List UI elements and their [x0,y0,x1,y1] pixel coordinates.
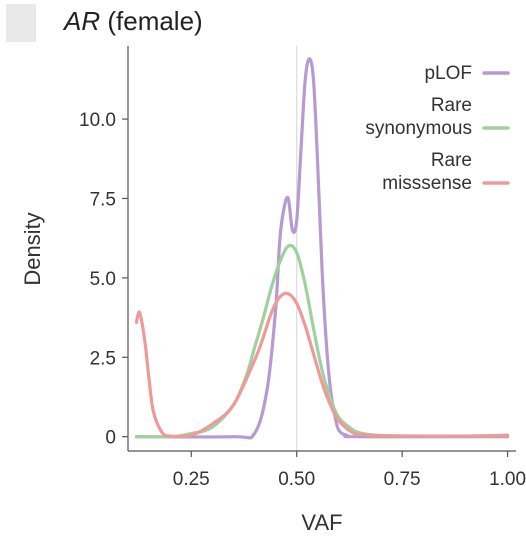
series-line-rare-misssense [134,291,510,439]
x-tick-label: 0.25 [173,469,210,490]
chart-title: AR (female) [64,6,203,37]
ticks-layer: 0.25 0.50 0.75 1.00 0 2.5 5.0 7.5 10.0 [79,110,526,490]
plot-frame-layer [127,46,516,452]
panel-marker [6,4,36,42]
y-tick-label: 10.0 [79,110,116,131]
series-layer [134,57,510,440]
x-tick-label: 0.75 [384,469,421,490]
x-axis-label: VAF [301,510,342,535]
y-tick-label: 0 [105,428,116,449]
legend-label-rare-synonymous: synonymous [365,118,472,139]
legend-label-rare-misssense: Rare [431,150,472,171]
x-tick-label: 1.00 [489,469,526,490]
y-tick-label: 2.5 [90,348,116,369]
chart-title-gene: AR [64,6,101,36]
y-tick-label: 5.0 [90,269,116,290]
legend-label-rare-synonymous: Rare [431,95,472,116]
x-tick-label: 0.50 [278,469,315,490]
series-line-plof [134,57,510,440]
y-axis-label: Density [20,212,45,285]
legend-label-plof: pLOF [424,63,472,84]
legend-label-rare-misssense: misssense [382,173,472,194]
y-tick-label: 7.5 [90,189,116,210]
chart-title-rest: (female) [100,6,203,36]
